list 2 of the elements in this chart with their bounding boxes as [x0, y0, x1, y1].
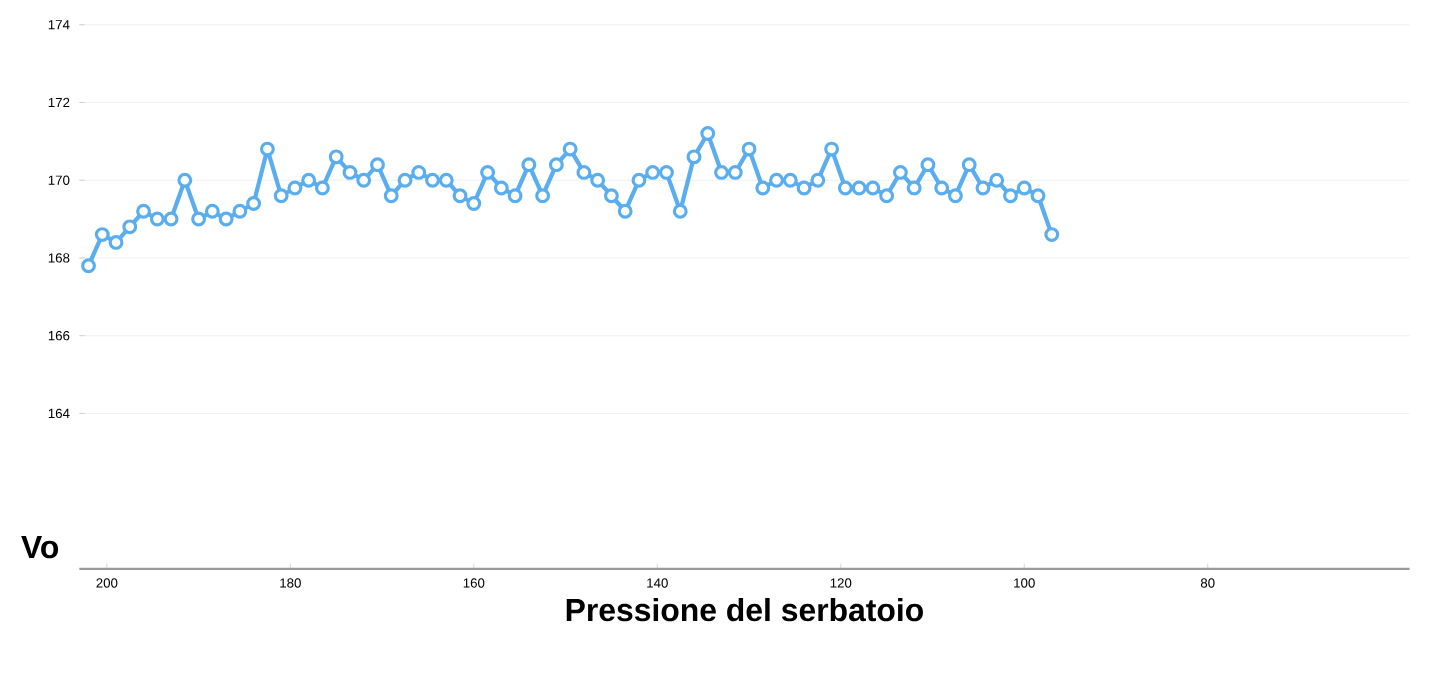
y-axis-title: Vo: [21, 536, 59, 559]
x-axis-title: Pressione del serbatoio: [566, 597, 923, 622]
